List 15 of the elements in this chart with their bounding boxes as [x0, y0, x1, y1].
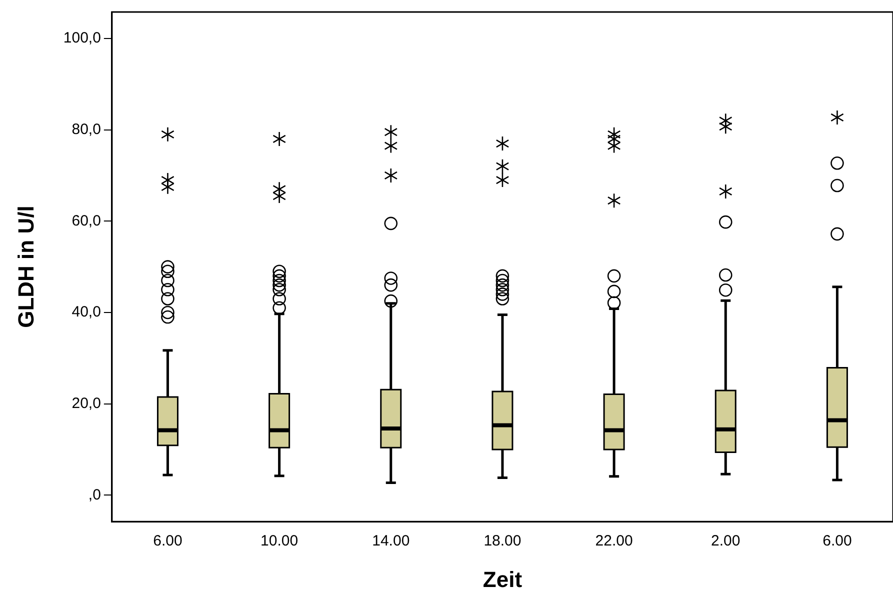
- x-tick-label: 6.00: [822, 532, 852, 550]
- y-tick-label: 40,0: [72, 304, 101, 321]
- x-tick-label: 2.00: [711, 532, 740, 550]
- y-tick-label: 100,0: [63, 30, 101, 47]
- y-tick-label: ,0: [88, 486, 101, 504]
- y-tick-label: 20,0: [72, 394, 101, 412]
- y-tick-label: 80,0: [72, 120, 101, 138]
- x-tick-label: 18.00: [484, 532, 522, 550]
- x-tick-label: 22.00: [595, 532, 633, 550]
- y-axis-title: GLDH in U/l: [13, 206, 38, 328]
- x-axis-title: Zeit: [482, 566, 523, 592]
- y-tick-label: 60,0: [72, 212, 101, 230]
- x-tick-label: 6.00: [153, 532, 182, 550]
- x-tick-label: 10.00: [260, 532, 298, 550]
- x-tick-label: 14.00: [372, 532, 410, 550]
